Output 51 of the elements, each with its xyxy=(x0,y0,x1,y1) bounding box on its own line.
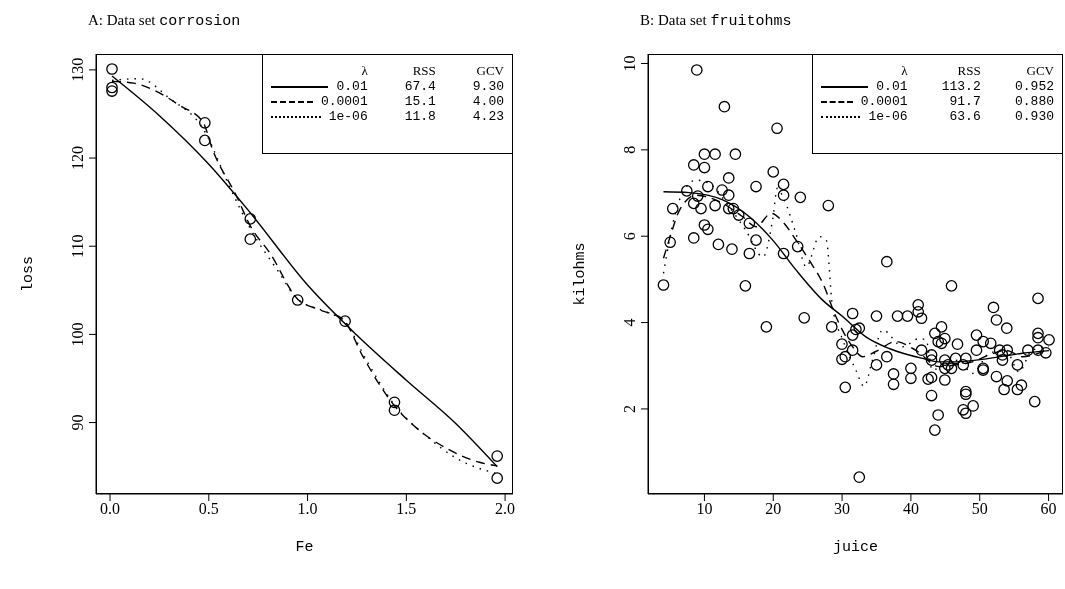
x-tick-label: 0.0 xyxy=(100,500,121,518)
y-tick-label: 100 xyxy=(69,322,86,347)
legend-label: 0.0001 xyxy=(320,94,368,109)
annotation: 113.2 xyxy=(940,79,982,94)
y-axis-title: loss xyxy=(19,255,37,293)
y-tick-label: 2 xyxy=(621,404,638,413)
y-tick-label: 110 xyxy=(69,234,86,258)
legend-label: 1e-06 xyxy=(328,109,368,124)
annotation: λ xyxy=(900,63,909,79)
x-tick-label: 30 xyxy=(834,500,851,518)
annotation: RSS xyxy=(411,63,437,79)
x-tick-label: 40 xyxy=(902,500,919,518)
legend-label: 0.01 xyxy=(876,79,908,94)
annotation: 63.6 xyxy=(948,109,982,124)
annotation: RSS xyxy=(956,63,982,79)
x-axis-title: juice xyxy=(832,539,879,556)
x-tick-label: 20 xyxy=(765,500,782,518)
y-tick-label: 6 xyxy=(621,232,638,241)
chart-title: A: Data set corrosion xyxy=(88,12,241,30)
annotation: 11.8 xyxy=(403,109,437,124)
x-tick-label: 1.0 xyxy=(297,500,318,518)
y-tick-label: 4 xyxy=(621,318,638,327)
annotation: 67.4 xyxy=(403,79,437,94)
annotation: 4.23 xyxy=(471,109,505,124)
annotation: 9.30 xyxy=(471,79,505,94)
chart-title: B: Data set fruitohms xyxy=(640,12,792,30)
y-tick-label: 90 xyxy=(69,414,86,431)
y-tick-label: 120 xyxy=(69,146,86,171)
annotation: GCV xyxy=(475,63,505,79)
annotation: GCV xyxy=(1025,63,1055,79)
x-tick-label: 10 xyxy=(696,500,713,518)
annotation: 0.952 xyxy=(1014,79,1055,94)
x-tick-label: 2.0 xyxy=(495,500,516,518)
y-tick-label: 8 xyxy=(621,145,638,154)
annotation: 15.1 xyxy=(403,94,437,109)
x-tick-label: 60 xyxy=(1040,500,1057,518)
annotation: 0.930 xyxy=(1014,109,1055,124)
x-tick-label: 1.5 xyxy=(396,500,417,518)
annotation: 0.880 xyxy=(1014,94,1055,109)
annotation: λ xyxy=(360,63,369,79)
legend-label: 0.0001 xyxy=(860,94,908,109)
annotation: 4.00 xyxy=(471,94,505,109)
annotation: 91.7 xyxy=(948,94,982,109)
legend-label: 0.01 xyxy=(336,79,368,94)
x-axis-title: Fe xyxy=(294,539,315,556)
y-tick-label: 130 xyxy=(69,57,86,82)
y-tick-label: 10 xyxy=(621,55,638,72)
x-tick-label: 0.5 xyxy=(198,500,219,518)
y-axis-title: kilohms xyxy=(571,242,589,306)
x-tick-label: 50 xyxy=(971,500,988,518)
legend-label: 1e-06 xyxy=(868,109,908,124)
